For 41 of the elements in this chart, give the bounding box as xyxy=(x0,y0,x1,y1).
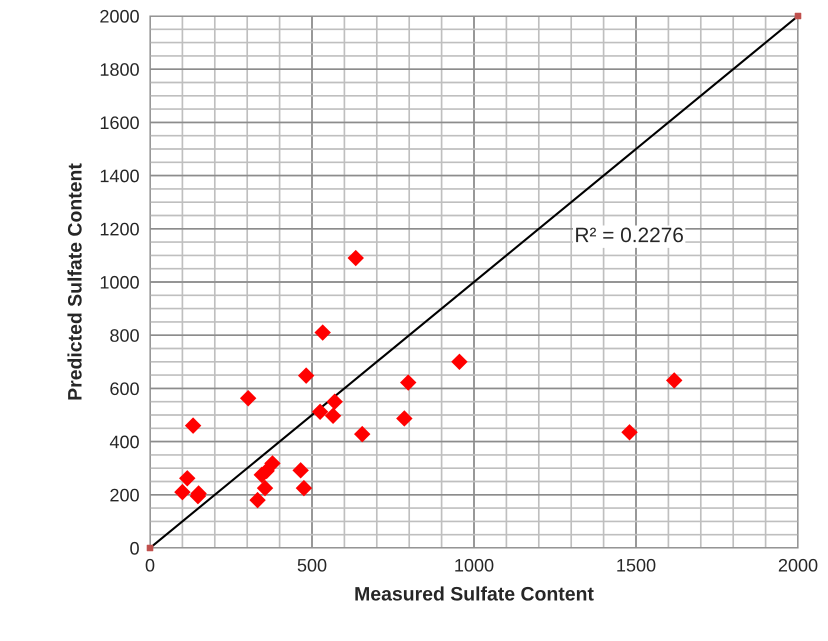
x-tick-label: 1500 xyxy=(617,558,656,572)
x-tick-label: 1000 xyxy=(455,558,494,572)
annotation: R² = 0.2276 xyxy=(576,228,683,242)
y-tick-label: 1400 xyxy=(100,170,139,182)
point xyxy=(146,544,154,552)
point xyxy=(326,393,343,410)
point xyxy=(296,480,312,496)
point xyxy=(396,410,413,427)
x-tick-label: 0 xyxy=(146,558,154,572)
point xyxy=(298,367,314,384)
x-axis-title: Measured Sulfate Content xyxy=(355,586,594,601)
point xyxy=(451,354,468,370)
point xyxy=(240,390,256,406)
point xyxy=(256,480,274,496)
point xyxy=(184,417,202,434)
y-tick-label: 2000 xyxy=(100,10,139,23)
y-tick-label: 1800 xyxy=(100,63,139,76)
point xyxy=(249,492,266,508)
y-tick-label: 0 xyxy=(130,542,139,555)
point xyxy=(292,462,309,479)
y-tick-label: 1600 xyxy=(100,116,139,130)
y-tick-label: 1200 xyxy=(100,222,139,236)
point xyxy=(621,424,638,441)
point xyxy=(348,250,364,266)
x-tick-label: 2000 xyxy=(778,558,818,572)
y-axis-title: Predicted Sulfate Content xyxy=(67,163,82,400)
y-tick-label: 400 xyxy=(110,436,139,448)
point xyxy=(354,426,370,442)
point xyxy=(794,12,802,20)
y-tick-label: 600 xyxy=(110,382,139,396)
point xyxy=(324,408,342,424)
point xyxy=(400,374,416,391)
y-tick-label: 1000 xyxy=(100,276,139,289)
point xyxy=(174,484,191,500)
point xyxy=(179,470,196,487)
point xyxy=(314,324,331,341)
y-tick-label: 800 xyxy=(110,329,139,342)
y-tick-label: 200 xyxy=(110,488,139,502)
x-tick-label: 500 xyxy=(298,558,326,572)
point xyxy=(666,372,682,389)
point xyxy=(312,404,328,420)
